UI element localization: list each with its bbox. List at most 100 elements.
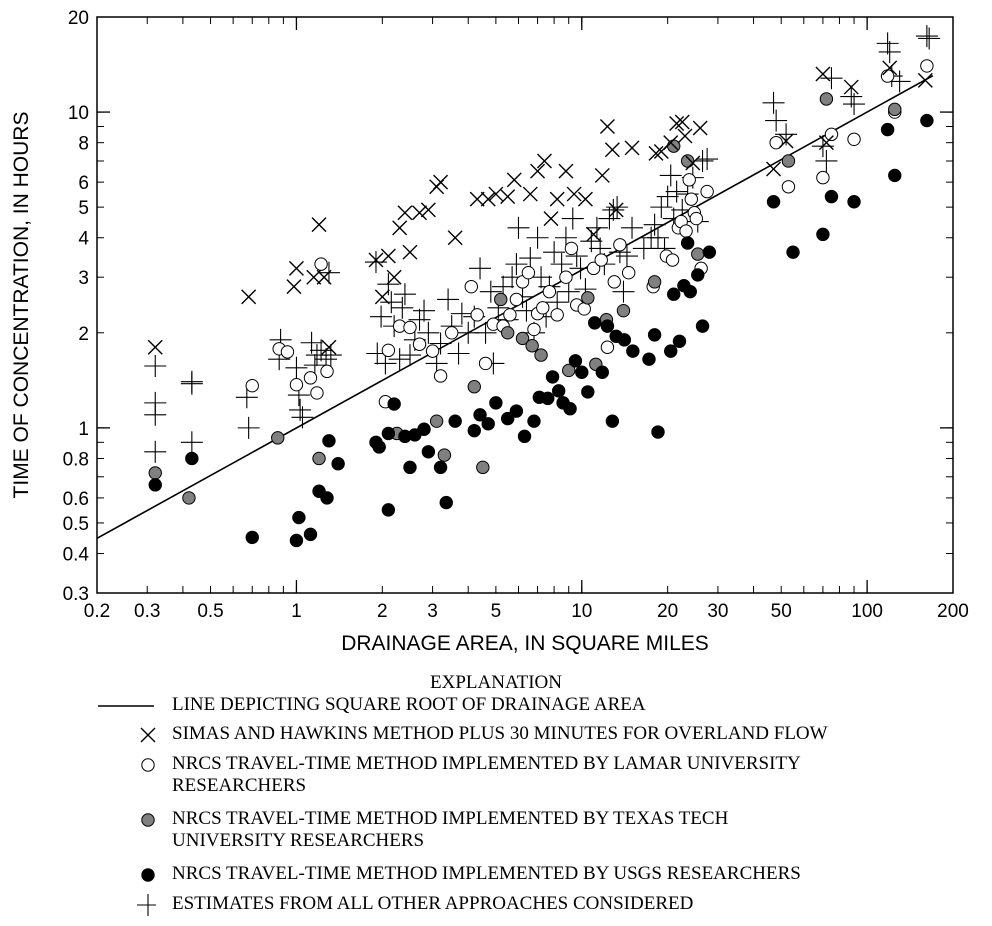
open-circle-point xyxy=(586,261,601,276)
filled-circle-point xyxy=(702,245,717,259)
x-point xyxy=(663,135,679,151)
x-point xyxy=(599,119,615,135)
gray-circle-point xyxy=(148,466,162,480)
plus-point xyxy=(561,207,584,230)
plus-point xyxy=(815,149,838,172)
open-circle-point xyxy=(403,320,417,335)
filled-circle-point xyxy=(672,334,687,348)
x-tick-label: 5 xyxy=(491,601,502,622)
open-circle-point xyxy=(245,378,259,393)
y-tick-label: 4 xyxy=(78,229,89,250)
filled-circle-point xyxy=(381,426,396,441)
plus-point xyxy=(843,93,866,116)
plus-point xyxy=(612,280,635,303)
tick-labels: 0.2 0.3 0.5 1 2 3 5 10 20 30 50 100 2000.30.40.50.60… xyxy=(63,8,969,622)
filled-circle-point xyxy=(575,365,589,379)
plus-point xyxy=(180,431,203,454)
x-point xyxy=(843,79,859,95)
plus-point xyxy=(447,342,470,365)
legend: EXPLANATION LINE DEPICTING SQUARE ROOT O… xyxy=(0,668,992,926)
filled-circle-point xyxy=(509,404,524,418)
x-point xyxy=(677,128,693,144)
x-point xyxy=(469,191,485,207)
x-point xyxy=(778,133,794,149)
filled-circle-point xyxy=(766,195,781,209)
plus-point xyxy=(285,356,308,379)
filled-circle-point xyxy=(527,414,541,428)
filled-circle-point xyxy=(381,503,396,517)
gray-circle-legend-marker xyxy=(141,813,155,827)
x-legend-icon xyxy=(140,727,156,743)
open-circle-point xyxy=(289,377,304,392)
legend-label: NRCS TRAVEL-TIME METHOD IMPLEMENTED BY T… xyxy=(172,808,992,852)
open-circle-point xyxy=(769,135,783,150)
plus-point xyxy=(377,273,400,296)
x-legend-marker xyxy=(140,727,156,743)
open-circle-point xyxy=(381,343,396,358)
legend-label: NRCS TRAVEL-TIME METHOD IMPLEMENTED BY L… xyxy=(172,753,992,797)
filled-circle-point xyxy=(541,391,555,406)
y-tick-label: 3 xyxy=(78,268,89,289)
open-circle-point xyxy=(920,59,934,73)
x-point xyxy=(624,140,640,156)
open-circle-point xyxy=(425,344,440,358)
filled-circle-point xyxy=(691,268,705,282)
plus-point xyxy=(235,386,258,409)
gray-circle-point xyxy=(494,292,508,307)
x-tick-label: 2 xyxy=(377,601,388,622)
legend-title: EXPLANATION xyxy=(430,672,562,693)
open-circle-legend-icon xyxy=(141,758,155,772)
series-x xyxy=(147,60,933,355)
open-circle-point xyxy=(613,238,627,252)
plus-point xyxy=(429,332,452,355)
filled-circle-point xyxy=(322,434,336,448)
open-circle-point xyxy=(682,173,696,187)
open-circle-point xyxy=(464,279,478,294)
plus-point xyxy=(656,185,679,208)
open-circle-point xyxy=(847,132,861,146)
x-point xyxy=(392,220,408,236)
plus-point xyxy=(437,288,460,311)
x-tick-label: 0.3 xyxy=(134,601,160,622)
plus-point xyxy=(380,291,403,314)
filled-circle-point xyxy=(372,440,386,454)
open-circle-point xyxy=(280,345,295,359)
x-point xyxy=(604,142,620,158)
legend-label: SIMAS AND HAWKINS METHOD PLUS 30 MINUTES… xyxy=(172,723,992,745)
x-point xyxy=(558,163,574,179)
x-point xyxy=(530,163,546,179)
gray-circle-point xyxy=(562,363,576,378)
plus-point xyxy=(180,372,203,395)
filled-circle-point xyxy=(473,408,487,422)
gray-circle-point xyxy=(647,275,662,289)
x-point xyxy=(311,217,327,233)
filled-circle-point xyxy=(695,319,710,333)
plus-point xyxy=(598,207,621,230)
open-circle-point xyxy=(824,127,839,142)
plus-point xyxy=(602,198,625,221)
open-circle-point xyxy=(527,322,541,337)
y-tick-label: 2 xyxy=(78,324,89,345)
plus-point xyxy=(291,406,314,429)
x-point xyxy=(506,172,522,188)
legend-label-line: SIMAS AND HAWKINS METHOD PLUS 30 MINUTES… xyxy=(172,723,828,744)
gray-circle-point xyxy=(781,154,796,168)
filled-circle-point xyxy=(481,417,495,431)
x-point xyxy=(669,116,685,131)
plus-point xyxy=(413,299,436,322)
open-circle-point xyxy=(503,308,517,322)
plus-point xyxy=(659,164,682,187)
plus-point xyxy=(530,266,553,289)
plus-point xyxy=(507,216,530,239)
plus-point xyxy=(665,180,688,203)
filled-circle-legend-icon xyxy=(141,868,155,882)
open-circle-point xyxy=(433,369,448,383)
plus-point xyxy=(765,109,788,132)
x-point xyxy=(577,191,593,207)
plus-point xyxy=(398,344,421,367)
plus-point xyxy=(519,247,542,270)
x-point xyxy=(522,186,538,202)
legend-label-line: NRCS TRAVEL-TIME METHOD IMPLEMENTED BY U… xyxy=(172,863,801,884)
y-tick-label: 0.3 xyxy=(63,584,89,605)
x-point xyxy=(549,191,565,207)
